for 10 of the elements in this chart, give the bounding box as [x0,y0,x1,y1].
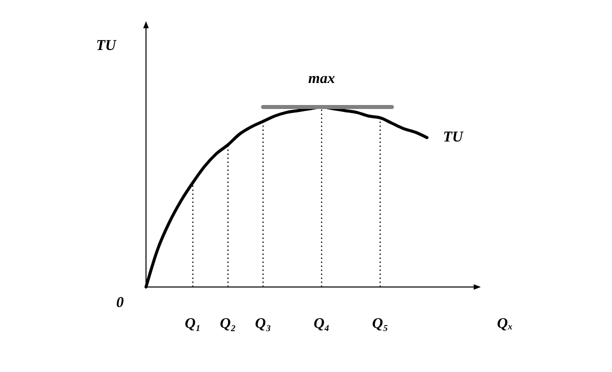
x-tick-label: Q₃ [255,316,272,332]
annotation: max [308,71,336,87]
y-axis-title: TU [96,38,118,54]
x-axis-title: Qₓ [497,316,513,332]
x-tick-label: Q₅ [372,316,388,332]
series-label: TU [443,130,464,146]
text: 0 [116,295,124,311]
x-tick-label: Q₂ [220,316,236,332]
x-tick-label: Q₁ [184,316,201,332]
x-tick-label: Q₄ [314,316,330,332]
